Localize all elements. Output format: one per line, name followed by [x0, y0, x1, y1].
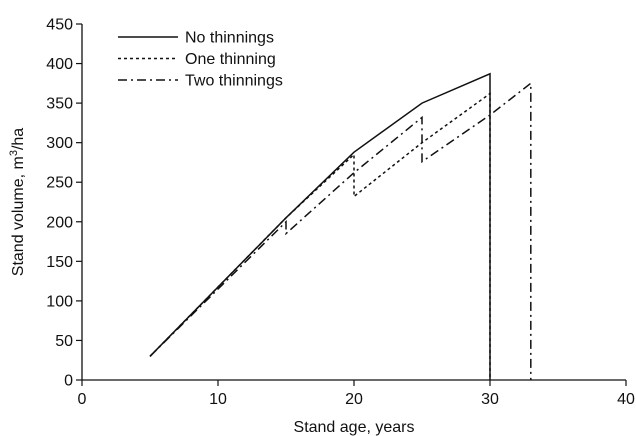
series-line-2: [149, 92, 491, 380]
x-tick-label: 20: [345, 391, 363, 408]
x-axis-title: Stand age, years: [294, 419, 415, 436]
y-tick-label: 100: [46, 293, 73, 310]
y-axis-title-superscript: 3: [8, 150, 20, 156]
y-axis-title-main: Stand volume, m: [10, 156, 27, 276]
y-tick-label: 150: [46, 254, 73, 271]
series-line-3: [149, 81, 532, 380]
y-tick-label: 0: [64, 373, 73, 390]
y-ticks: 0 50 100 150 200 250 300 350 400 450: [46, 17, 82, 390]
legend-label-3: Two thinnings: [185, 73, 283, 90]
legend: No thinnings One thinning Two thinnings: [118, 30, 283, 90]
y-tick-label: 400: [46, 56, 73, 73]
y-tick-label: 300: [46, 135, 73, 152]
y-tick-label: 250: [46, 175, 73, 192]
x-tick-label: 30: [481, 391, 499, 408]
y-axis-title-unit: /ha: [10, 128, 27, 150]
y-tick-label: 200: [46, 214, 73, 231]
axes: [81, 24, 626, 381]
y-tick-label: 350: [46, 96, 73, 113]
series-line-1: [149, 72, 491, 380]
y-axis-title: Stand volume, m3/ha: [8, 128, 27, 277]
y-tick-label: 450: [46, 17, 73, 34]
x-tick-label: 10: [209, 391, 227, 408]
x-tick-label: 40: [617, 391, 635, 408]
x-ticks: 0 10 20 30 40: [78, 380, 635, 408]
series-layer: [149, 72, 532, 380]
y-tick-label: 50: [55, 333, 73, 350]
legend-label-1: No thinnings: [185, 30, 274, 47]
legend-label-2: One thinning: [185, 51, 276, 68]
x-tick-label: 0: [78, 391, 87, 408]
